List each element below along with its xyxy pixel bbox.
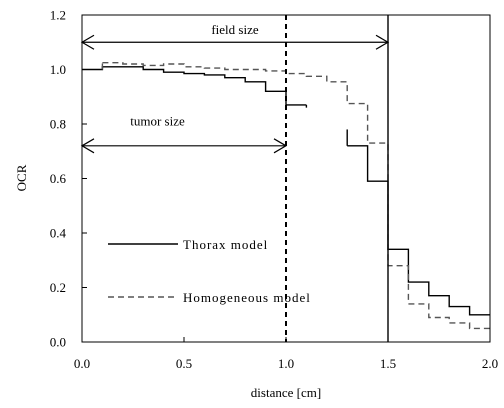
- x-tick-label: 0.5: [176, 356, 192, 371]
- field-size-arrow-head-right: [375, 34, 390, 50]
- legend-label-thorax: Thorax model: [183, 237, 268, 252]
- y-tick-label: 0.6: [50, 171, 67, 186]
- reference-lines: [285, 15, 389, 342]
- y-tick-label: 0.2: [50, 280, 66, 295]
- series-homogeneous-step-line: [102, 62, 490, 330]
- y-tick-label: 1.2: [50, 8, 66, 23]
- y-tick-label: 1.0: [50, 62, 66, 77]
- tumor-size-label: tumor size: [130, 113, 185, 128]
- x-axis-label: distance [cm]: [251, 385, 321, 400]
- x-tick-label: 0.0: [74, 356, 90, 371]
- annotations: field size tumor size: [80, 22, 390, 154]
- tumor-size-arrow-head-right: [273, 138, 288, 154]
- data-layer: [82, 62, 490, 330]
- y-tick-label: 0.0: [50, 335, 66, 350]
- y-tick-label: 0.8: [50, 117, 66, 132]
- y-tick-label: 0.4: [50, 226, 67, 241]
- series-thorax-step-line: [347, 145, 490, 316]
- legend-label-homogeneous: Homogeneous model: [183, 290, 311, 305]
- x-tick-label: 1.0: [278, 356, 294, 371]
- x-tick-label: 1.5: [380, 356, 396, 371]
- axes: 0.0 0.5 1.0 1.5 2.0 0.0 0.2 0.4 0.6 0.8 1.0 1.2: [50, 8, 498, 372]
- y-axis-label: OCR: [14, 164, 29, 191]
- series-thorax-step-line: [82, 66, 307, 106]
- legend: Thorax model Homogeneous model: [108, 237, 311, 305]
- field-size-label: field size: [211, 22, 259, 37]
- x-tick-label: 2.0: [482, 356, 498, 371]
